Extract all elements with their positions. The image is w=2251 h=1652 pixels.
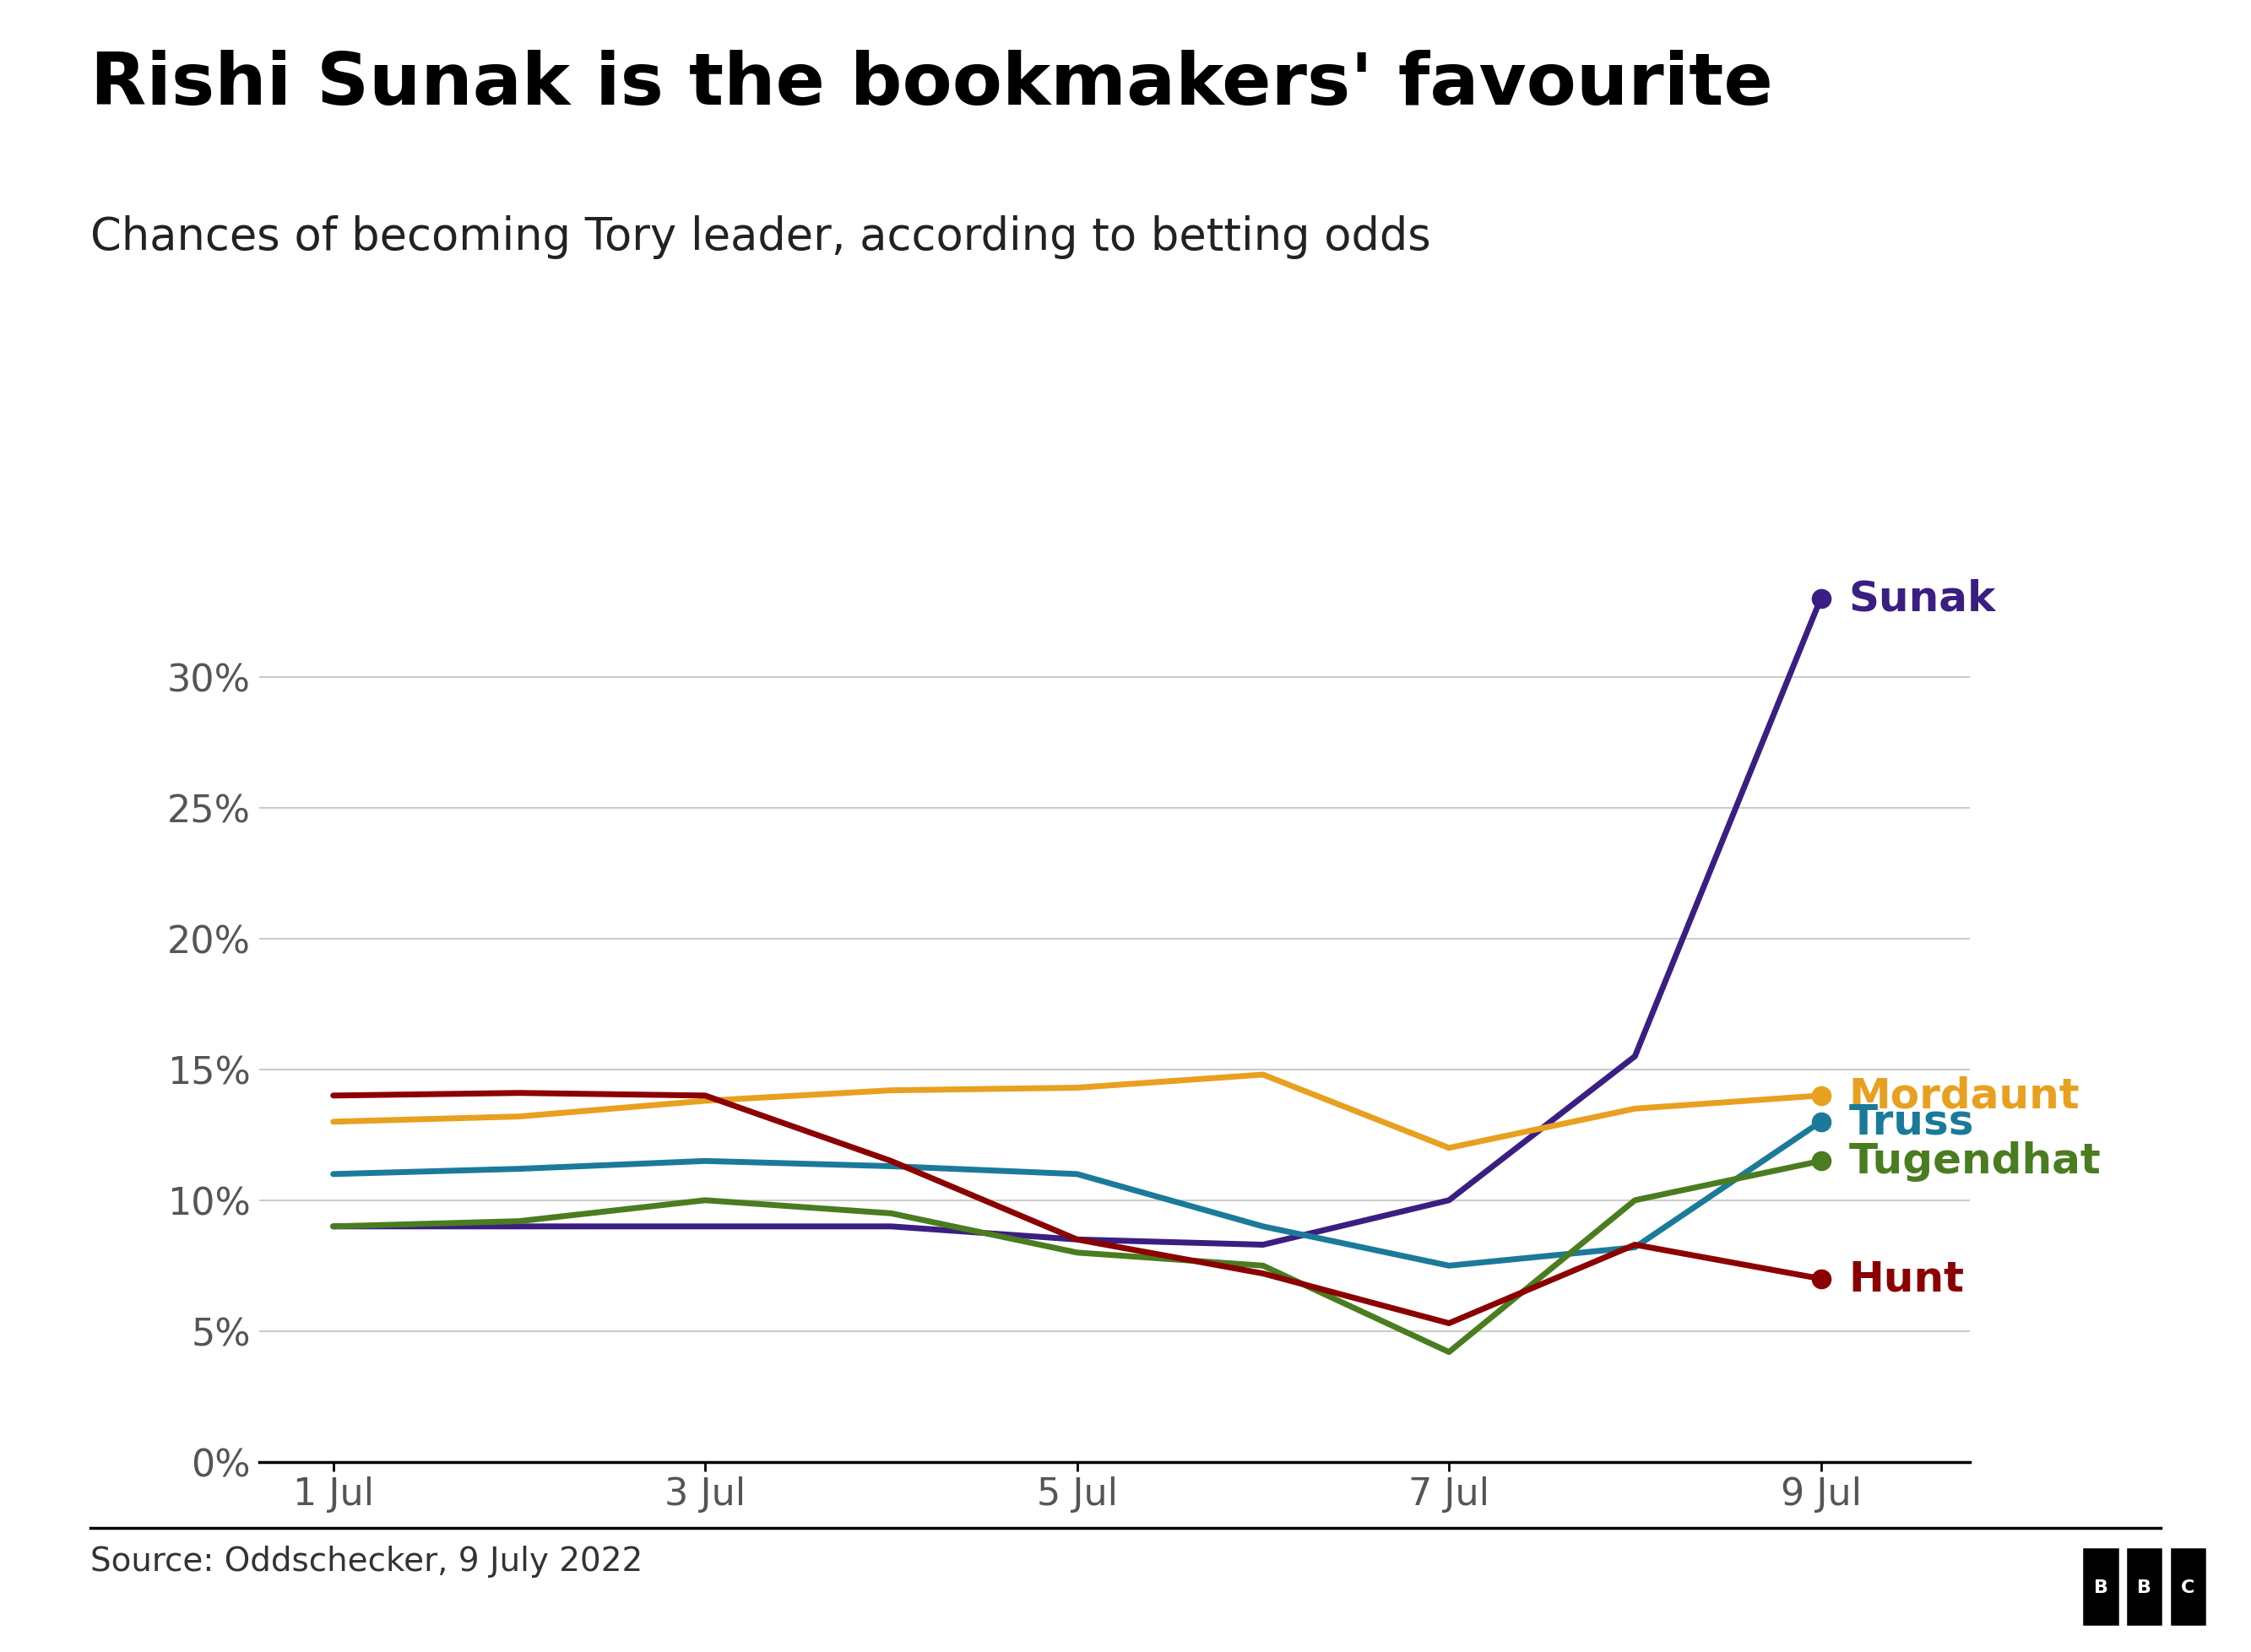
Text: Chances of becoming Tory leader, according to betting odds: Chances of becoming Tory leader, accordi… <box>90 215 1432 259</box>
Text: Truss: Truss <box>1848 1102 1974 1142</box>
Text: Sunak: Sunak <box>1848 578 1997 620</box>
Bar <box>2082 1546 2120 1627</box>
Text: B: B <box>2136 1578 2152 1596</box>
Text: C: C <box>2181 1578 2195 1596</box>
Text: Tugendhat: Tugendhat <box>1848 1142 2100 1181</box>
Text: Rishi Sunak is the bookmakers' favourite: Rishi Sunak is the bookmakers' favourite <box>90 50 1772 119</box>
Bar <box>2125 1546 2163 1627</box>
Text: Source: Oddschecker, 9 July 2022: Source: Oddschecker, 9 July 2022 <box>90 1545 642 1576</box>
Text: Mordaunt: Mordaunt <box>1848 1075 2080 1117</box>
Text: Hunt: Hunt <box>1848 1259 1965 1298</box>
Text: B: B <box>2093 1578 2107 1596</box>
Bar <box>2168 1546 2206 1627</box>
